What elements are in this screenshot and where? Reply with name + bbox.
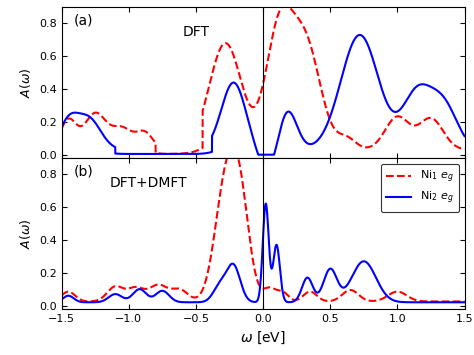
Ni$_2$ $e_g$ [231, 262, 237, 266]
Y-axis label: $A(\omega)$: $A(\omega)$ [18, 67, 34, 98]
Ni$_2$ $e_g$ [410, 300, 416, 304]
Ni$_2$ $e_g$ [59, 125, 64, 129]
Ni$_2$ $e_g$ [105, 139, 110, 143]
Ni$_2$ $e_g$ [454, 119, 460, 124]
Text: DFT: DFT [182, 25, 210, 39]
Legend: Ni$_1$ $e_g$, Ni$_2$ $e_g$: Ni$_1$ $e_g$, Ni$_2$ $e_g$ [381, 164, 459, 212]
Ni$_1$ $e_g$ [167, 152, 173, 156]
Ni$_1$ $e_g$ [283, 3, 288, 7]
Ni$_2$ $e_g$ [231, 81, 237, 85]
Ni$_1$ $e_g$ [462, 147, 467, 151]
Line: Ni$_2$ $e_g$: Ni$_2$ $e_g$ [62, 35, 465, 155]
Ni$_2$ $e_g$ [357, 33, 363, 37]
Y-axis label: $A(\omega)$: $A(\omega)$ [18, 218, 34, 248]
Ni$_2$ $e_g$ [128, 293, 134, 297]
Ni$_2$ $e_g$ [462, 300, 467, 305]
Line: Ni$_1$ $e_g$: Ni$_1$ $e_g$ [62, 147, 465, 301]
Ni$_2$ $e_g$ [454, 300, 460, 305]
Ni$_1$ $e_g$ [410, 297, 416, 301]
Ni$_2$ $e_g$ [410, 88, 416, 92]
Ni$_2$ $e_g$ [59, 297, 64, 301]
Line: Ni$_2$ $e_g$: Ni$_2$ $e_g$ [62, 203, 465, 302]
Ni$_1$ $e_g$ [105, 120, 110, 125]
Ni$_2$ $e_g$ [128, 152, 134, 156]
Text: DFT+DMFT: DFT+DMFT [110, 176, 188, 190]
Ni$_1$ $e_g$ [462, 299, 467, 304]
Ni$_2$ $e_g$ [213, 285, 219, 289]
Ni$_1$ $e_g$ [59, 293, 64, 297]
Ni$_1$ $e_g$ [213, 57, 219, 61]
Ni$_2$ $e_g$ [105, 296, 110, 300]
Ni$_1$ $e_g$ [230, 145, 236, 149]
Ni$_1$ $e_g$ [128, 285, 134, 290]
Ni$_1$ $e_g$ [231, 146, 237, 150]
Line: Ni$_1$ $e_g$: Ni$_1$ $e_g$ [62, 5, 465, 154]
Ni$_1$ $e_g$ [128, 129, 134, 133]
Ni$_2$ $e_g$ [263, 201, 269, 206]
Ni$_1$ $e_g$ [59, 126, 64, 131]
Ni$_2$ $e_g$ [255, 153, 261, 157]
Ni$_1$ $e_g$ [410, 123, 416, 127]
Ni$_1$ $e_g$ [213, 220, 219, 224]
Ni$_1$ $e_g$ [454, 299, 460, 304]
Ni$_1$ $e_g$ [105, 290, 110, 294]
Text: (b): (b) [74, 164, 93, 178]
Ni$_1$ $e_g$ [231, 54, 237, 58]
X-axis label: $\omega$ [eV]: $\omega$ [eV] [240, 329, 286, 345]
Ni$_2$ $e_g$ [213, 124, 219, 128]
Text: (a): (a) [74, 13, 93, 27]
Ni$_1$ $e_g$ [454, 144, 460, 149]
Ni$_2$ $e_g$ [462, 134, 467, 138]
